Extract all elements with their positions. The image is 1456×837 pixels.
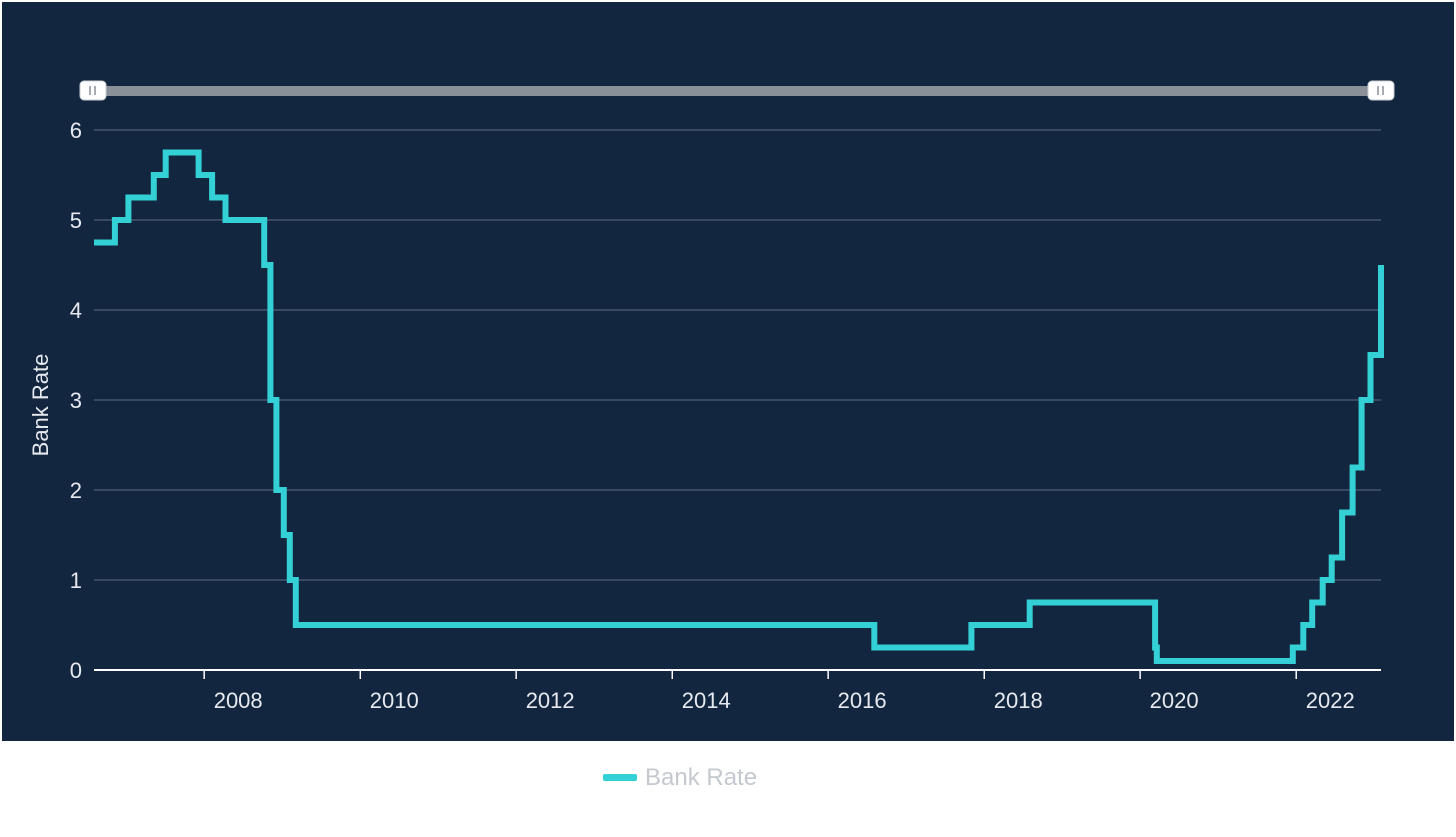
y-tick-label: 6 <box>70 118 82 143</box>
x-tick-label: 2014 <box>682 688 731 713</box>
range-slider[interactable] <box>79 80 1395 101</box>
series-layer <box>94 149 1384 664</box>
y-tick-label: 4 <box>70 298 82 323</box>
x-tick-label: 2010 <box>370 688 419 713</box>
plot-background <box>2 2 1454 741</box>
range-slider-left-handle[interactable] <box>79 80 107 101</box>
gridlines <box>94 129 1381 581</box>
y-tick-label: 5 <box>70 208 82 233</box>
legend-label-bank-rate[interactable]: Bank Rate <box>645 764 757 791</box>
y-tick-label: 1 <box>70 568 82 593</box>
y-tick-label: 0 <box>70 658 82 683</box>
x-tick-label: 2016 <box>838 688 887 713</box>
range-slider-right-handle[interactable] <box>1367 80 1395 101</box>
y-tick-label: 3 <box>70 388 82 413</box>
x-tick-label: 2008 <box>214 688 263 713</box>
x-tick-label: 2018 <box>994 688 1043 713</box>
x-tick-label: 2012 <box>526 688 575 713</box>
y-axis-ticks: 0 1 2 3 4 5 6 <box>70 118 82 683</box>
range-slider-track[interactable] <box>92 86 1382 96</box>
legend-swatch-bank-rate <box>603 774 637 781</box>
x-tick-label: 2022 <box>1306 688 1355 713</box>
series-line-bank-rate <box>94 149 1384 664</box>
y-tick-label: 2 <box>70 478 82 503</box>
y-axis-title: Bank Rate <box>28 354 53 457</box>
x-tick-label: 2020 <box>1150 688 1199 713</box>
x-axis-ticks: 2008 2010 2012 2014 2016 2018 2020 2022 <box>203 670 1355 713</box>
legend[interactable]: Bank Rate <box>603 764 757 791</box>
